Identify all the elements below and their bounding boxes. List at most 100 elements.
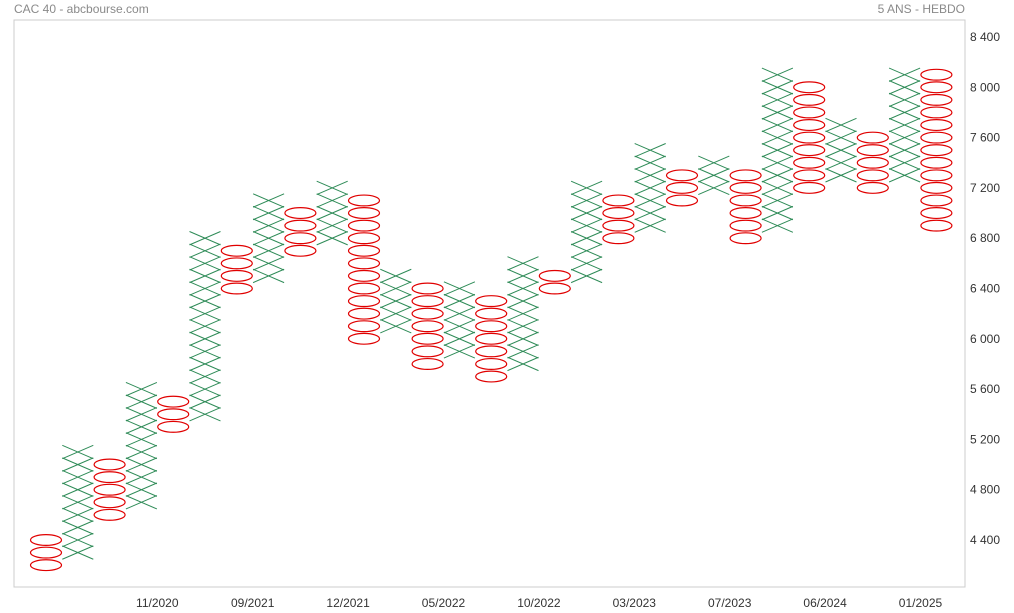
o-box: [347, 219, 381, 232]
o-box: [920, 131, 953, 144]
x-box: [316, 231, 348, 246]
x-box: [316, 218, 348, 233]
x-box: [570, 180, 603, 196]
x-box: [189, 306, 221, 321]
x-box: [252, 231, 285, 246]
x-tick-label: 06/2024: [803, 596, 847, 610]
x-box: [189, 243, 221, 258]
o-box: [29, 533, 63, 546]
y-tick-label: 7 200: [970, 181, 1000, 195]
o-column: [93, 458, 126, 521]
o-box: [729, 219, 762, 232]
x-box: [888, 92, 921, 108]
x-box: [443, 319, 476, 334]
o-box: [920, 219, 953, 232]
o-box: [411, 307, 444, 320]
x-box: [570, 231, 603, 246]
x-tick-label: 11/2020: [136, 596, 179, 610]
x-column: [380, 268, 412, 334]
x-box: [698, 155, 730, 170]
x-box: [761, 205, 794, 221]
x-box: [507, 356, 539, 372]
x-box: [634, 155, 666, 170]
x-box: [380, 268, 412, 284]
x-box: [380, 281, 412, 296]
o-box: [602, 194, 635, 207]
o-box: [347, 295, 381, 308]
x-box: [443, 331, 476, 346]
x-box: [761, 180, 794, 196]
o-box: [538, 282, 571, 295]
o-box: [284, 232, 317, 245]
x-box: [634, 193, 666, 208]
x-box: [888, 168, 921, 183]
x-box: [125, 419, 158, 434]
o-box: [411, 357, 444, 370]
o-box: [920, 81, 953, 94]
o-column: [347, 194, 381, 345]
o-box: [347, 194, 381, 207]
o-box: [793, 144, 826, 157]
x-box: [189, 319, 221, 334]
o-box: [93, 471, 126, 484]
o-box: [475, 345, 508, 358]
x-box: [888, 105, 921, 120]
y-tick-label: 8 000: [970, 80, 1000, 94]
x-box: [507, 331, 539, 346]
x-box: [189, 281, 221, 296]
o-box: [856, 144, 889, 157]
o-box: [538, 269, 571, 282]
x-box: [189, 293, 221, 309]
o-box: [920, 68, 953, 81]
o-box: [347, 257, 381, 270]
o-box: [920, 169, 953, 182]
x-box: [125, 432, 158, 447]
x-box: [443, 293, 476, 309]
x-box: [634, 180, 666, 196]
y-tick-label: 6 400: [970, 282, 1000, 296]
o-box: [220, 257, 253, 270]
x-box: [825, 155, 857, 170]
o-box: [284, 244, 317, 257]
x-box: [252, 218, 285, 233]
x-box: [761, 92, 794, 108]
x-box: [507, 319, 539, 334]
o-box: [220, 282, 253, 295]
x-box: [189, 369, 221, 384]
o-box: [665, 169, 699, 182]
o-box: [793, 93, 826, 106]
x-box: [570, 256, 603, 271]
x-box: [507, 256, 539, 271]
x-box: [888, 155, 921, 170]
o-column: [411, 282, 444, 370]
x-column: [507, 256, 539, 372]
x-box: [62, 520, 94, 535]
o-box: [347, 332, 381, 345]
o-box: [793, 156, 826, 169]
x-box: [825, 143, 857, 158]
o-box: [793, 131, 826, 144]
x-box: [888, 80, 921, 95]
x-box: [189, 256, 221, 271]
x-box: [825, 130, 857, 145]
y-tick-label: 5 200: [970, 432, 1000, 446]
x-box: [570, 193, 603, 208]
o-box: [475, 332, 508, 345]
o-box: [475, 357, 508, 370]
o-box: [347, 232, 381, 245]
x-box: [252, 193, 285, 208]
o-box: [856, 156, 889, 169]
o-box: [920, 119, 953, 132]
y-tick-label: 6 000: [970, 332, 1000, 346]
x-tick-label: 01/2025: [899, 596, 943, 610]
x-box: [761, 155, 794, 170]
o-box: [284, 207, 317, 220]
y-tick-label: 6 800: [970, 231, 1000, 245]
o-box: [729, 181, 762, 194]
period-label: 5 ANS - HEBDO: [877, 2, 965, 16]
chart-source-title: CAC 40 - abcbourse.com: [14, 2, 149, 16]
o-column: [920, 68, 953, 232]
o-box: [920, 106, 953, 119]
x-column: [252, 193, 285, 284]
